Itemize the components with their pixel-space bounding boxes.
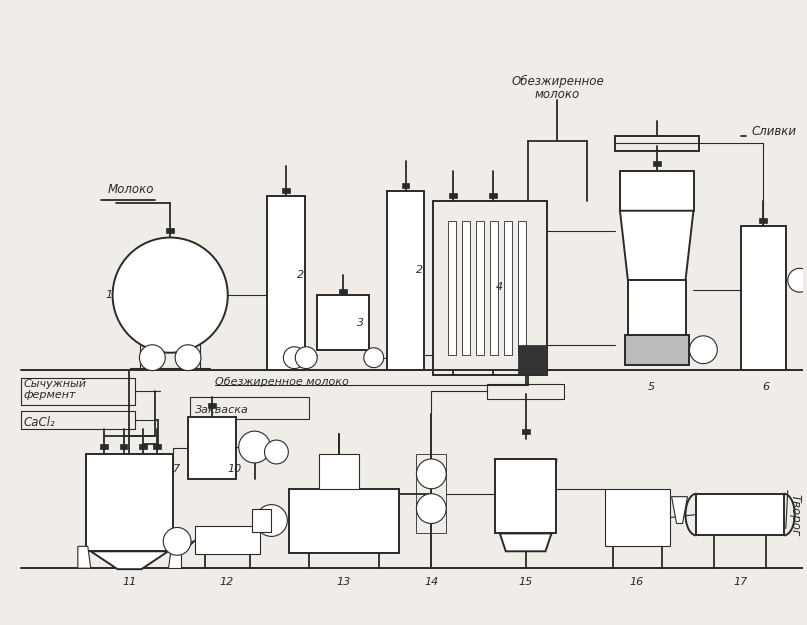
Bar [195,526,260,554]
Bar [402,183,409,188]
Circle shape [265,440,288,464]
Text: молоко: молоко [535,88,580,101]
Text: 2: 2 [416,265,423,275]
Bar [741,226,786,369]
Bar [518,221,525,355]
Text: CaCl₂: CaCl₂ [23,416,55,429]
Polygon shape [671,497,688,524]
Bar [387,191,424,369]
Bar [518,345,547,374]
Text: 4: 4 [496,282,504,292]
Circle shape [416,494,446,524]
Text: 10: 10 [228,464,242,474]
Circle shape [788,268,807,292]
Bar [449,193,457,198]
Circle shape [239,431,270,463]
Text: 15: 15 [519,577,533,587]
Bar [317,295,369,350]
Bar [252,509,271,532]
Text: 5: 5 [648,382,655,392]
Circle shape [113,238,228,352]
Circle shape [140,345,165,371]
Polygon shape [500,533,551,551]
Circle shape [175,345,201,371]
Bar [267,196,305,369]
Bar [462,221,470,355]
Polygon shape [620,211,693,280]
Circle shape [256,504,287,536]
Bar [21,411,136,429]
Bar [625,335,689,364]
Bar [208,403,215,408]
Text: фермент: фермент [23,391,76,401]
Text: Творог: Творог [788,494,802,536]
Bar [433,201,547,374]
Text: 13: 13 [337,577,351,587]
Text: 6: 6 [763,382,770,392]
Bar [166,228,174,232]
Text: Обезжиренное: Обезжиренное [511,75,604,88]
Bar [605,489,670,546]
Circle shape [364,348,383,368]
Text: Сливки: Сливки [751,125,796,138]
Polygon shape [90,551,168,569]
Bar [487,384,564,399]
Bar [628,280,687,335]
Bar [21,378,136,406]
Bar [759,217,767,222]
Bar [476,221,484,355]
Circle shape [416,459,446,489]
Bar [490,221,498,355]
Bar [319,454,359,489]
Bar [119,444,128,449]
Polygon shape [77,546,90,568]
Circle shape [295,347,317,369]
Text: 17: 17 [733,577,747,587]
Bar [448,221,456,355]
Bar [190,398,309,419]
Text: 1: 1 [105,290,112,300]
Text: Обезжиренное молоко: Обезжиренное молоко [215,376,349,386]
Bar [153,444,161,449]
Bar [489,193,497,198]
Circle shape [163,528,191,555]
Bar [140,444,148,449]
Bar [416,454,446,533]
Bar [696,494,784,536]
Text: Сычужный: Сычужный [23,379,86,389]
Bar [188,418,236,479]
Bar [504,221,512,355]
Polygon shape [168,546,181,568]
Text: 3: 3 [358,318,365,328]
Text: Молоко: Молоко [107,183,153,196]
Text: 14: 14 [424,577,438,587]
Bar [495,459,557,533]
Bar [653,161,661,166]
Bar [521,429,529,434]
Circle shape [283,347,305,369]
Text: 12: 12 [220,577,234,587]
Text: 7: 7 [173,464,180,474]
Bar [620,171,695,211]
Bar [100,444,107,449]
Circle shape [689,336,717,364]
Bar [282,188,291,193]
Bar [339,289,347,294]
Text: 16: 16 [629,577,644,587]
Bar [615,136,700,151]
Text: Закваска: Закваска [195,405,249,415]
Bar [290,489,399,553]
Text: 11: 11 [123,577,136,587]
Text: 2: 2 [297,270,303,280]
Bar [86,454,174,551]
